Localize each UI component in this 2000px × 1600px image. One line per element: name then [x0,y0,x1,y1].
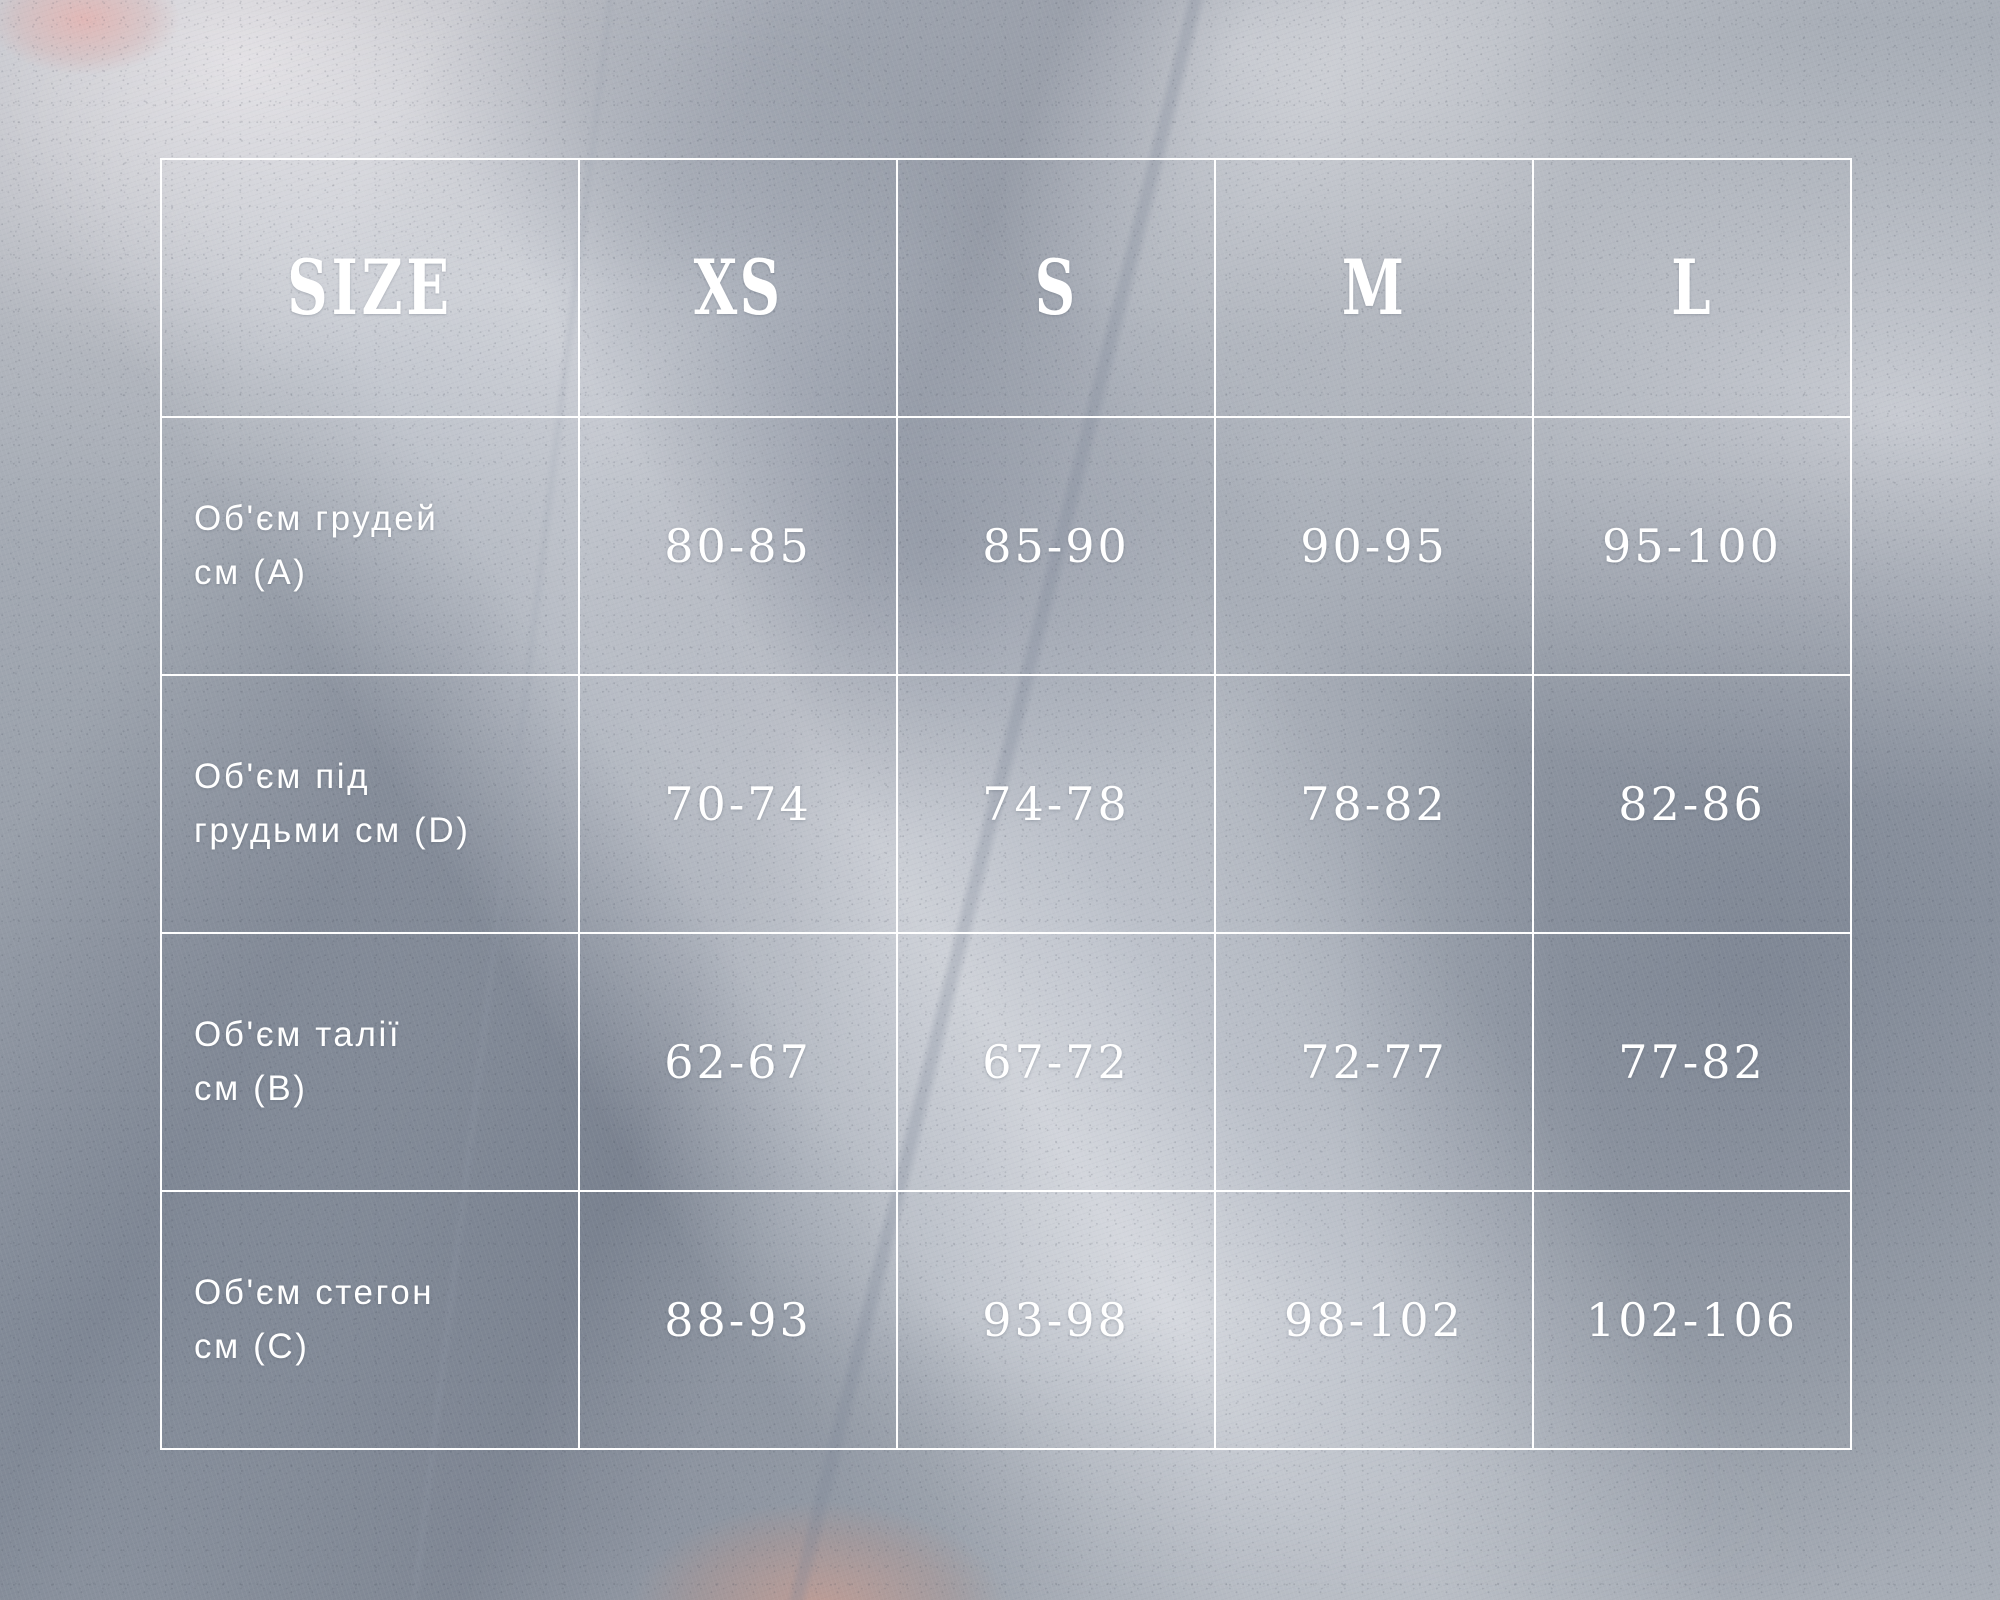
table-row: Об'єм стегон см (C) 88-93 93-98 98-102 1… [160,1190,1852,1450]
column-header-xs: XS [578,158,898,418]
cell-hips-xs: 88-93 [578,1190,898,1450]
row-label-bust-text: Об'єм грудей см (A) [162,492,578,601]
cell-bust-m: 90-95 [1214,416,1534,676]
size-chart: SIZE XS S M L О [160,158,1852,1450]
cell-hips-l-value: 102-106 [1585,1293,1799,1347]
row-label-underbust-text: Об'єм під грудьми см (D) [162,750,578,859]
cell-hips-m: 98-102 [1214,1190,1534,1450]
cell-hips-s: 93-98 [896,1190,1216,1450]
table-row: Об'єм грудей см (A) 80-85 85-90 90-95 95… [160,416,1852,676]
column-header-xs-label: XS [693,243,783,332]
row-label-bust: Об'єм грудей см (A) [160,416,580,676]
column-header-l-label: L [1671,243,1713,332]
column-header-m: M [1214,158,1534,418]
row-label-waist-text: Об'єм талії см (B) [162,1008,578,1117]
column-header-s: S [896,158,1216,418]
cell-waist-m-value: 72-77 [1300,1035,1448,1089]
cell-underbust-m-value: 78-82 [1300,777,1448,831]
table-header-row: SIZE XS S M L [160,158,1852,418]
cell-waist-xs-value: 62-67 [664,1035,812,1089]
cell-bust-xs-value: 80-85 [664,519,812,573]
row-label-hips-text: Об'єм стегон см (C) [162,1266,578,1375]
cell-waist-l: 77-82 [1532,932,1852,1192]
cell-hips-m-value: 98-102 [1284,1293,1464,1347]
cell-hips-xs-value: 88-93 [664,1293,812,1347]
row-label-hips-line2: см (C) [194,1327,310,1366]
cell-underbust-xs-value: 70-74 [664,777,812,831]
row-label-bust-line2: см (A) [194,553,308,592]
cell-bust-l-value: 95-100 [1602,519,1782,573]
row-label-underbust-line1: Об'єм під [194,756,371,796]
cell-waist-xs: 62-67 [578,932,898,1192]
cell-underbust-m: 78-82 [1214,674,1534,934]
cell-bust-l: 95-100 [1532,416,1852,676]
cell-hips-s-value: 93-98 [982,1293,1130,1347]
cell-bust-xs: 80-85 [578,416,898,676]
row-label-waist: Об'єм талії см (B) [160,932,580,1192]
row-label-hips: Об'єм стегон см (C) [160,1190,580,1450]
cell-underbust-l: 82-86 [1532,674,1852,934]
column-header-m-label: M [1341,243,1407,332]
cell-hips-l: 102-106 [1532,1190,1852,1450]
row-label-bust-line1: Об'єм грудей [194,498,439,538]
cell-underbust-s-value: 74-78 [982,777,1130,831]
cell-bust-s: 85-90 [896,416,1216,676]
cell-underbust-xs: 70-74 [578,674,898,934]
row-label-underbust-line2: грудьми см (D) [194,811,471,850]
column-header-s-label: S [1034,243,1078,332]
column-header-l: L [1532,158,1852,418]
cell-underbust-s: 74-78 [896,674,1216,934]
row-label-hips-line1: Об'єм стегон [194,1272,435,1312]
table-row: Об'єм під грудьми см (D) 70-74 74-78 78-… [160,674,1852,934]
cell-waist-s: 67-72 [896,932,1216,1192]
row-label-underbust: Об'єм під грудьми см (D) [160,674,580,934]
cell-waist-l-value: 77-82 [1618,1035,1766,1089]
table-row: Об'єм талії см (B) 62-67 67-72 72-77 77-… [160,932,1852,1192]
row-label-waist-line1: Об'єм талії [194,1014,402,1054]
column-header-size-label: SIZE [287,243,453,332]
cell-waist-s-value: 67-72 [982,1035,1130,1089]
row-label-waist-line2: см (B) [194,1069,308,1108]
cell-underbust-l-value: 82-86 [1618,777,1766,831]
cell-waist-m: 72-77 [1214,932,1534,1192]
size-chart-table: SIZE XS S M L О [160,158,1852,1450]
cell-bust-s-value: 85-90 [982,519,1130,573]
column-header-size: SIZE [160,158,580,418]
cell-bust-m-value: 90-95 [1300,519,1448,573]
